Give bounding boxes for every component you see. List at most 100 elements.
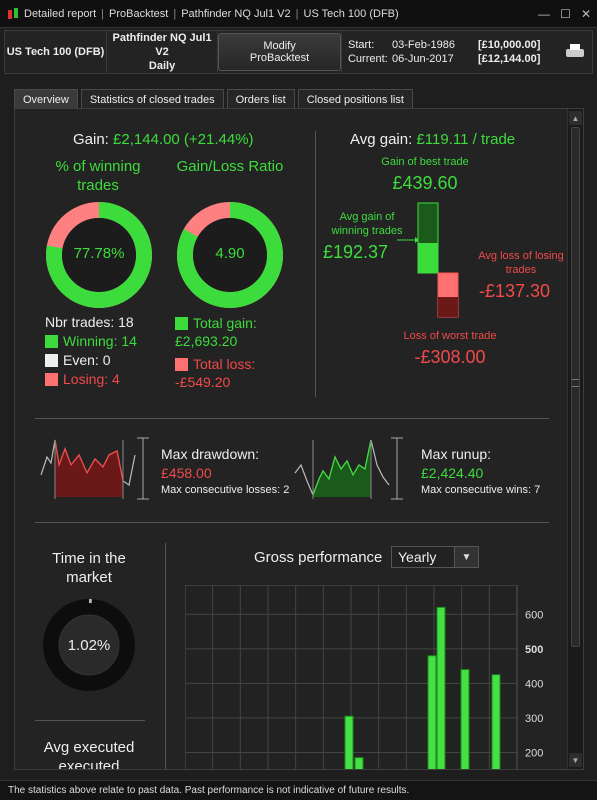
gain-loss-boxes (397, 202, 459, 318)
winning-title: % of winning trades (55, 158, 141, 194)
total-gain-value: £2,693.20 (175, 333, 238, 349)
nbr-trades: Nbr trades: 18 (45, 314, 134, 330)
info-bar: US Tech 100 (DFB) Pathfinder NQ Jul1 V2 … (4, 30, 593, 74)
y-tick-label: 200 (525, 747, 543, 759)
tab-closed-positions-list[interactable]: Closed positions list (297, 89, 413, 109)
performance-bar (354, 757, 364, 769)
minimize-icon[interactable]: — (538, 7, 551, 21)
strategy-info: Pathfinder NQ Jul1 V2 Daily (107, 31, 219, 73)
tab-statistics-closed-trades[interactable]: Statistics of closed trades (80, 89, 224, 109)
even-swatch (45, 354, 58, 367)
y-tick-label: 300 (525, 713, 543, 725)
tab-overview[interactable]: Overview (14, 89, 78, 109)
winning-count-text: Winning: 14 (63, 333, 137, 349)
time-in-market-value: 1.02% (67, 637, 111, 654)
scroll-down-icon[interactable]: ▼ (569, 753, 582, 767)
title-separator: | (101, 7, 105, 20)
max-runup-label: Max runup: (421, 446, 492, 462)
avg-win-arrow (415, 237, 419, 243)
start-date: 03-Feb-1986 (391, 39, 455, 51)
losing-swatch (45, 373, 58, 386)
total-gain-swatch (175, 317, 188, 330)
overview-panel: Gain: £2,144.00 (+21.44%) % of winning t… (14, 108, 584, 770)
tab-orders-list[interactable]: Orders list (226, 89, 295, 109)
current-date: 06-Jun-2017 (391, 53, 454, 65)
printer-icon[interactable] (564, 43, 584, 61)
scrollbar-grip (572, 379, 579, 387)
performance-bar (491, 674, 501, 769)
donut-win-arc (46, 202, 152, 308)
modify-cell: Modify ProBacktest (218, 31, 342, 73)
gain-header: Gain: £2,144.00 (+21.44%) (73, 131, 254, 148)
winning-pct: 77.78% (73, 245, 125, 262)
max-drawdown-value: £458.00 (161, 465, 212, 481)
disclaimer-footer: The statistics above relate to past data… (0, 780, 597, 800)
donut-center (62, 218, 136, 292)
worst-trade-label: Loss of worst trade (403, 330, 497, 342)
total-gain-label: Total gain: (193, 315, 257, 331)
ratio-value: 4.90 (215, 245, 245, 262)
runup-line (312, 439, 372, 496)
performance-bar (427, 655, 437, 769)
max-consecutive-wins: Max consecutive wins: 7 (421, 484, 541, 496)
avg-gain-header: Avg gain: £119.11 / trade (350, 131, 515, 148)
avg-win-box (418, 243, 438, 273)
scrollbar-thumb[interactable] (571, 127, 580, 647)
max-runup-value: £2,424.40 (421, 465, 484, 481)
maximize-icon[interactable]: ☐ (560, 7, 571, 21)
gain-value: £2,144.00 (+21.44%) (113, 131, 254, 148)
avg-loss-box (438, 273, 458, 297)
drawdown-chart (40, 437, 149, 500)
time-in-market-title: Time in the market (52, 550, 126, 586)
max-drawdown-label: Max drawdown: (161, 446, 260, 462)
title-probacktest: ProBacktest (109, 7, 169, 20)
avg-executed-continuation: executed (58, 758, 120, 770)
performance-bar (436, 606, 446, 769)
section-divider (315, 131, 316, 397)
max-consecutive-losses: Max consecutive losses: 2 (161, 484, 290, 496)
performance-bar (344, 715, 354, 769)
avg-executed-label: Avg executed (43, 739, 135, 756)
winning-count: Winning: 14 (45, 333, 137, 349)
gain-label: Gain: (73, 131, 109, 148)
title-separator: | (173, 7, 177, 20)
title-detailed-report: Detailed report (24, 7, 97, 20)
chevron-down-icon[interactable]: ▼ (454, 547, 478, 567)
backtest-dates: Start: 03-Feb-1986 [£10,000.00] Current:… (342, 31, 564, 73)
drawdown-area (55, 440, 123, 497)
time-in-market-gauge (43, 599, 135, 691)
strategy-timeframe: Daily (148, 60, 176, 72)
drawdown-line (54, 439, 124, 482)
strategy-name: Pathfinder NQ Jul1 V2 (112, 32, 212, 58)
total-loss: Total loss: -£549.20 (175, 355, 255, 391)
vertical-scrollbar[interactable]: ▲ ▼ (567, 109, 583, 769)
best-trade-value: £439.60 (392, 173, 458, 193)
window-titlebar: Detailed report | ProBacktest | Pathfind… (0, 0, 597, 28)
losing-count-text: Losing: 4 (63, 371, 120, 387)
scroll-up-icon[interactable]: ▲ (569, 111, 582, 125)
section-divider (165, 543, 166, 769)
period-dropdown[interactable]: Yearly ▼ (391, 546, 479, 568)
ratio-donut (177, 202, 283, 308)
ratio-title: Gain/Loss Ratio (176, 158, 284, 175)
total-loss-label: Total loss: (193, 356, 256, 372)
gross-performance-title: Gross performance (254, 549, 383, 566)
total-loss-swatch (175, 358, 188, 371)
title-instrument: US Tech 100 (DFB) (303, 7, 399, 20)
y-tick-label: 600 (525, 609, 543, 621)
avg-gain-label: Avg gain: (350, 131, 413, 148)
total-gain: Total gain: £2,693.20 (175, 314, 257, 350)
y-tick-label: 500 (525, 644, 543, 656)
start-capital: [£10,000.00] (477, 39, 541, 51)
start-label: Start: (347, 39, 375, 51)
best-trade-label: Gain of best trade (381, 156, 469, 168)
current-capital: [£12,144.00] (477, 53, 541, 65)
modify-probacktest-button[interactable]: Modify ProBacktest (218, 33, 341, 71)
close-icon[interactable]: ✕ (580, 7, 591, 21)
title-separator: | (295, 7, 299, 20)
avg-win-label: Avg gain of winning trades (331, 211, 403, 237)
winning-swatch (45, 335, 58, 348)
winning-donut (46, 202, 152, 308)
total-loss-value: -£549.20 (175, 374, 231, 390)
section-divider (35, 720, 145, 721)
